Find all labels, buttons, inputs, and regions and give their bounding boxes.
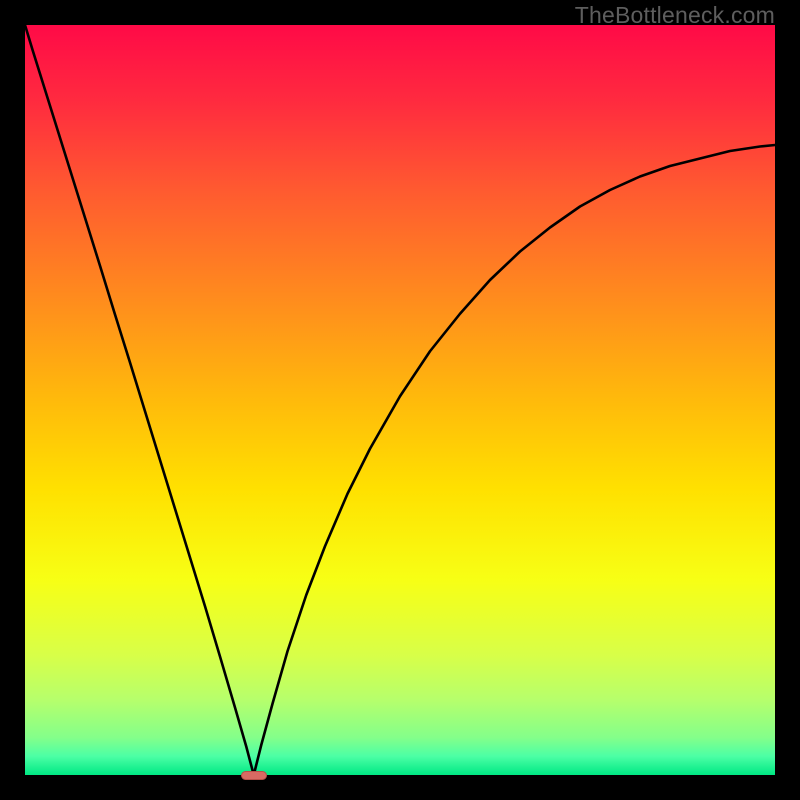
chart-outer-frame: TheBottleneck.com bbox=[0, 0, 800, 800]
bottleneck-curve bbox=[25, 25, 775, 775]
watermark-text: TheBottleneck.com bbox=[575, 2, 775, 29]
plot-area bbox=[25, 25, 775, 775]
notch-marker bbox=[241, 771, 267, 780]
